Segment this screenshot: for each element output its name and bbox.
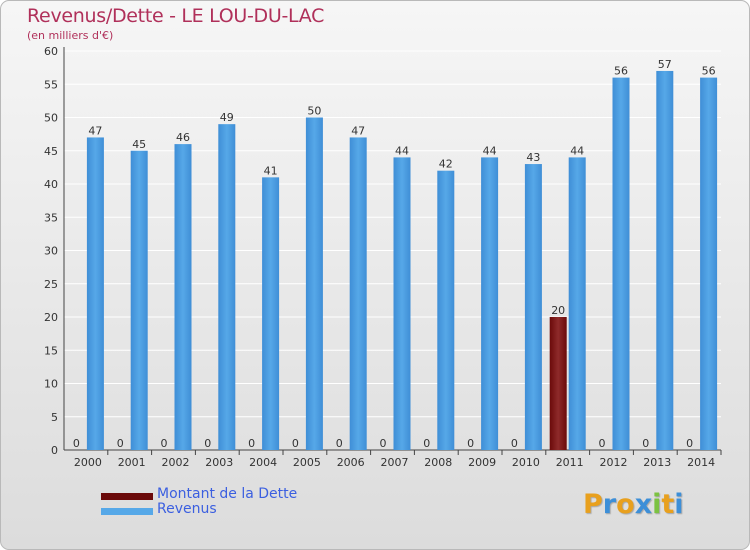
x-tick-label: 2014: [687, 456, 715, 469]
chart-subtitle: (en milliers d'€): [27, 29, 114, 42]
bar-revenus: [656, 70, 674, 450]
x-tick-label: 2004: [249, 456, 277, 469]
x-tick-label: 2008: [424, 456, 452, 469]
x-tick-label: 2010: [512, 456, 540, 469]
bar-revenus: [130, 150, 148, 450]
y-tick-label: 40: [44, 178, 58, 191]
bar-revenus: [568, 157, 586, 450]
y-tick-label: 35: [44, 211, 58, 224]
logo-letter: x: [634, 489, 653, 520]
bar-dette: [549, 317, 567, 450]
data-label-revenus: 47: [351, 124, 365, 137]
data-label-revenus: 44: [395, 144, 409, 157]
data-label-dette: 0: [336, 437, 343, 450]
data-label-dette: 0: [423, 437, 430, 450]
data-label-revenus: 57: [658, 58, 672, 71]
x-tick-label: 2003: [205, 456, 233, 469]
y-tick-label: 45: [44, 145, 58, 158]
x-tick-label: 2009: [468, 456, 496, 469]
legend-label-revenus: Revenus: [157, 501, 217, 517]
x-tick-label: 2013: [643, 456, 671, 469]
data-label-dette: 0: [117, 437, 124, 450]
legend-swatch-revenus: [101, 508, 153, 515]
data-label-revenus: 56: [614, 65, 628, 78]
data-label-revenus: 50: [307, 105, 321, 118]
bar-revenus: [218, 124, 236, 451]
data-label-revenus: 45: [132, 138, 146, 151]
chart-title: Revenus/Dette - LE LOU-DU-LAC: [27, 5, 325, 27]
bar-revenus: [524, 164, 542, 451]
data-label-revenus: 49: [220, 111, 234, 124]
x-tick-label: 2007: [381, 456, 409, 469]
data-label-dette: 0: [204, 437, 211, 450]
bar-revenus: [174, 144, 192, 450]
data-label-dette: 0: [642, 437, 649, 450]
y-tick-label: 25: [44, 278, 58, 291]
x-tick-label: 2012: [600, 456, 628, 469]
x-tick-label: 2005: [293, 456, 321, 469]
logo-letter: i: [674, 489, 684, 520]
data-label-dette: 0: [467, 437, 474, 450]
x-tick-label: 2000: [74, 456, 102, 469]
y-tick-label: 0: [51, 444, 58, 457]
logo-letter: t: [661, 489, 675, 520]
logo-letter: r: [602, 489, 617, 520]
data-label-revenus: 44: [570, 144, 584, 157]
y-tick-label: 60: [44, 45, 58, 58]
legend-label-dette: Montant de la Dette: [157, 486, 298, 502]
y-tick-label: 10: [44, 378, 58, 391]
data-label-revenus: 42: [439, 158, 453, 171]
bar-revenus: [700, 77, 718, 450]
y-tick-label: 15: [44, 344, 58, 357]
y-tick-label: 20: [44, 311, 58, 324]
data-label-revenus: 43: [526, 151, 540, 164]
bar-revenus: [612, 77, 630, 450]
data-label-revenus: 44: [483, 144, 497, 157]
data-label-dette: 20: [551, 304, 565, 317]
logo-letter: P: [583, 489, 603, 520]
logo-letter: i: [652, 489, 662, 520]
y-tick-label: 55: [44, 78, 58, 91]
data-label-revenus: 56: [702, 65, 716, 78]
x-tick-label: 2002: [162, 456, 190, 469]
data-label-revenus: 47: [88, 124, 102, 137]
y-tick-label: 30: [44, 245, 58, 258]
bar-revenus: [481, 157, 499, 450]
bar-revenus: [262, 177, 280, 450]
data-label-dette: 0: [686, 437, 693, 450]
data-label-dette: 0: [599, 437, 606, 450]
logo-letter: o: [616, 489, 635, 520]
bar-revenus: [393, 157, 411, 450]
bar-revenus: [305, 117, 323, 450]
bar-revenus: [437, 170, 455, 450]
data-label-revenus: 46: [176, 131, 190, 144]
proxiti-logo: Proxiti: [583, 489, 684, 520]
bar-revenus: [86, 137, 104, 450]
y-tick-label: 5: [51, 411, 58, 424]
data-label-dette: 0: [511, 437, 518, 450]
data-label-dette: 0: [380, 437, 387, 450]
data-label-dette: 0: [73, 437, 80, 450]
data-label-dette: 0: [248, 437, 255, 450]
legend-swatch-dette: [101, 493, 153, 500]
x-tick-label: 2001: [118, 456, 146, 469]
bar-revenus: [349, 137, 367, 450]
data-label-dette: 0: [161, 437, 168, 450]
data-label-dette: 0: [292, 437, 299, 450]
data-label-revenus: 41: [264, 164, 278, 177]
x-tick-label: 2011: [556, 456, 584, 469]
y-tick-label: 50: [44, 112, 58, 125]
x-tick-label: 2006: [337, 456, 365, 469]
